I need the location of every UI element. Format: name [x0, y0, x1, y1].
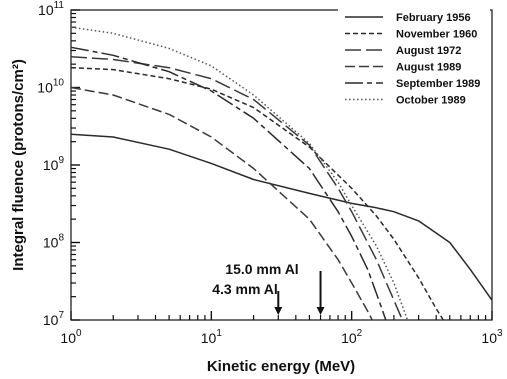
- legend-label: October 1989: [396, 95, 466, 107]
- annotation-arrow-head: [274, 307, 283, 315]
- major-ticks: [70, 9, 493, 321]
- tick-exponent: 8: [58, 233, 64, 244]
- tick-base: 10: [43, 312, 59, 328]
- series-line-2: [70, 66, 444, 321]
- tick-exponent: 2: [357, 328, 363, 339]
- y-tick-label: 1011: [38, 0, 64, 18]
- tick-exponent: 9: [58, 155, 64, 166]
- y-tick-label: 109: [43, 155, 65, 173]
- tick-exponent: 10: [53, 78, 65, 89]
- tick-base: 10: [341, 330, 357, 346]
- minor-ticks: [71, 12, 487, 320]
- series-line-1: [70, 133, 493, 301]
- tick-base: 10: [38, 2, 54, 18]
- series-layer: [70, 26, 493, 321]
- tick-base: 10: [43, 157, 59, 173]
- legend-label: August 1972: [396, 45, 461, 57]
- x-tick-label: 103: [481, 328, 503, 346]
- tick-exponent: 11: [54, 0, 65, 11]
- y-axis-title: Integral fluence (protons/cm²): [10, 59, 27, 271]
- tick-exponent: 7: [58, 310, 64, 321]
- annotation-label: 15.0 mm Al: [225, 261, 298, 277]
- series-line-3: [70, 55, 404, 321]
- annotation-arrow-head: [316, 307, 325, 315]
- series-line-4: [70, 86, 373, 321]
- series-line-5: [70, 46, 387, 321]
- annotation-layer: 15.0 mm Al 4.3 mm Al: [212, 261, 325, 315]
- tick-exponent: 1: [216, 328, 222, 339]
- tick-base: 10: [43, 235, 59, 251]
- x-tick-labels: 100 101 102 103: [60, 328, 503, 346]
- tick-exponent: 3: [497, 328, 503, 339]
- legend: February 1956 November 1960 August 1972 Aug…: [338, 5, 490, 109]
- annotation-label: 4.3 mm Al: [212, 281, 278, 297]
- y-tick-label: 1010: [37, 78, 64, 96]
- tick-base: 10: [37, 80, 53, 96]
- legend-background: [338, 5, 490, 109]
- tick-base: 10: [201, 330, 217, 346]
- y-tick-label: 107: [43, 310, 65, 328]
- x-tick-label: 100: [60, 328, 82, 346]
- x-tick-label: 102: [341, 328, 363, 346]
- tick-exponent: 0: [76, 328, 82, 339]
- y-tick-label: 108: [43, 233, 65, 251]
- legend-label: November 1960: [396, 29, 477, 41]
- x-axis-title: Kinetic energy (MeV): [207, 358, 355, 375]
- tick-base: 10: [60, 330, 76, 346]
- legend-label: February 1956: [396, 12, 471, 24]
- tick-base: 10: [481, 330, 497, 346]
- series-line-6: [70, 26, 409, 321]
- legend-label: September 1989: [396, 78, 480, 90]
- x-tick-label: 101: [201, 328, 223, 346]
- legend-label: August 1989: [396, 62, 461, 74]
